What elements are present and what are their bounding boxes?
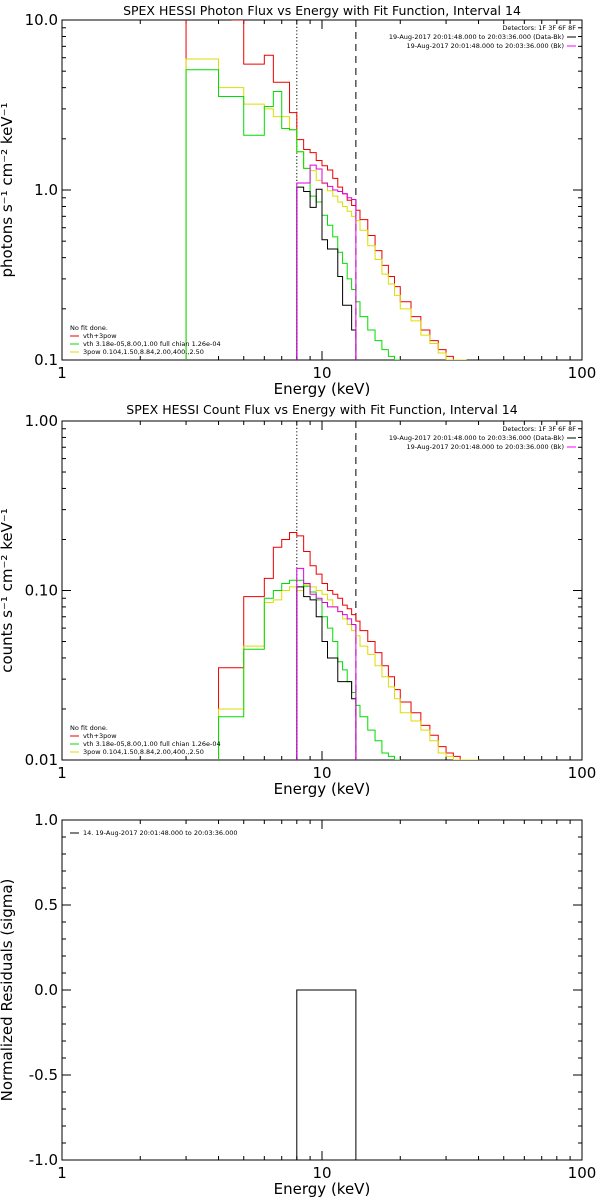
count-xtick-label: 100 [568, 764, 597, 782]
photon-detectors: Detectors: 1F 3F 6F 8F [502, 24, 576, 32]
resid-xtick-label: 1 [57, 1164, 67, 1182]
resid-data [296, 989, 357, 1160]
resid-xtick-label: 100 [568, 1164, 597, 1182]
count-title: SPEX HESSI Count Flux vs Energy with Fit… [126, 402, 517, 417]
photon-legend-entry: vth 3.18e-05,8.00,1.00 full chian 1.26e-… [83, 340, 221, 348]
count-panel: SPEX HESSI Count Flux vs Energy with Fit… [0, 402, 596, 798]
count-header-line: 19-Aug-2017 20:01:48.000 to 20:03:36.000… [407, 443, 564, 451]
count-series-3 [296, 586, 357, 760]
photon-ytick-label: 10.0 [25, 11, 58, 29]
count-series-4 [296, 567, 357, 760]
count-series-0 [218, 531, 479, 760]
photon-xtick-label: 100 [568, 364, 597, 382]
count-xtick-label: 10 [312, 764, 331, 782]
photon-ytick-label: 1.0 [34, 181, 58, 199]
count-xtick-label: 1 [57, 764, 67, 782]
count-series-1 [218, 584, 479, 760]
resid-ytick-label: 0.5 [34, 896, 58, 914]
count-legend-entry: 3pow 0.104,1.50,8.84,2.00,400.,2.50 [83, 748, 204, 756]
resid-ylabel: Normalized Residuals (sigma) [0, 879, 16, 1102]
count-detectors: Detectors: 1F 3F 6F 8F [502, 425, 576, 433]
resid-xtick-label: 10 [312, 1164, 331, 1182]
count-ytick-label: 0.01 [25, 751, 58, 769]
count-series-2 [218, 579, 401, 760]
count-ylabel: counts s⁻¹ cm⁻² keV⁻¹ [0, 508, 16, 673]
resid-panel: 1 10 100 -1.0 -0.5 0.0 0.5 1.0 Energy (keV) Norma… [0, 811, 596, 1198]
photon-legend-title: No fit done. [70, 324, 108, 332]
count-ytick-label: 0.10 [25, 582, 58, 600]
count-legend-entry: vth 3.18e-05,8.00,1.00 full chian 1.26e-… [83, 740, 221, 748]
photon-xtick-label: 10 [312, 364, 331, 382]
photon-ytick-label: 0.1 [34, 351, 58, 369]
resid-residual-bin [296, 989, 357, 1160]
count-ytick-label: 1.00 [25, 412, 58, 430]
resid-legend-entry: 14. 19-Aug-2017 20:01:48.000 to 20:03:36… [83, 829, 238, 837]
count-legend-entry: vth+3pow [83, 732, 117, 740]
photon-series-0 [185, 20, 467, 360]
resid-xlabel: Energy (keV) [274, 1180, 371, 1198]
resid-ytick-label: 0.0 [34, 981, 58, 999]
resid-ytick-label: -0.5 [29, 1066, 58, 1084]
photon-xlabel: Energy (keV) [274, 380, 371, 398]
photon-xtick-label: 1 [57, 364, 67, 382]
photon-series-2 [185, 69, 401, 360]
photon-data [185, 20, 467, 360]
photon-series-1 [185, 58, 467, 360]
photon-header-line: 19-Aug-2017 20:01:48.000 to 20:03:36.000… [407, 42, 564, 50]
count-data [218, 421, 479, 760]
resid-ytick-label: -1.0 [29, 1151, 58, 1169]
photon-panel: SPEX HESSI Photon Flux vs Energy with Fi… [0, 3, 597, 398]
photon-title: SPEX HESSI Photon Flux vs Energy with Fi… [123, 3, 521, 18]
count-xlabel: Energy (keV) [274, 780, 371, 798]
photon-legend-entry: vth+3pow [83, 332, 117, 340]
resid-ytick-label: 1.0 [34, 811, 58, 829]
photon-ylabel: photons s⁻¹ cm⁻² keV⁻¹ [0, 103, 16, 278]
count-header-line: 19-Aug-2017 20:01:48.000 to 20:03:36.000… [389, 434, 564, 442]
photon-series-4 [296, 164, 357, 360]
count-legend-title: No fit done. [70, 724, 108, 732]
photon-legend-entry: 3pow 0.104,1.50,8.84,2.00,400.,2.50 [83, 348, 204, 356]
photon-header-line: 19-Aug-2017 20:01:48.000 to 20:03:36.000… [389, 33, 564, 41]
photon-series-3 [296, 186, 357, 360]
